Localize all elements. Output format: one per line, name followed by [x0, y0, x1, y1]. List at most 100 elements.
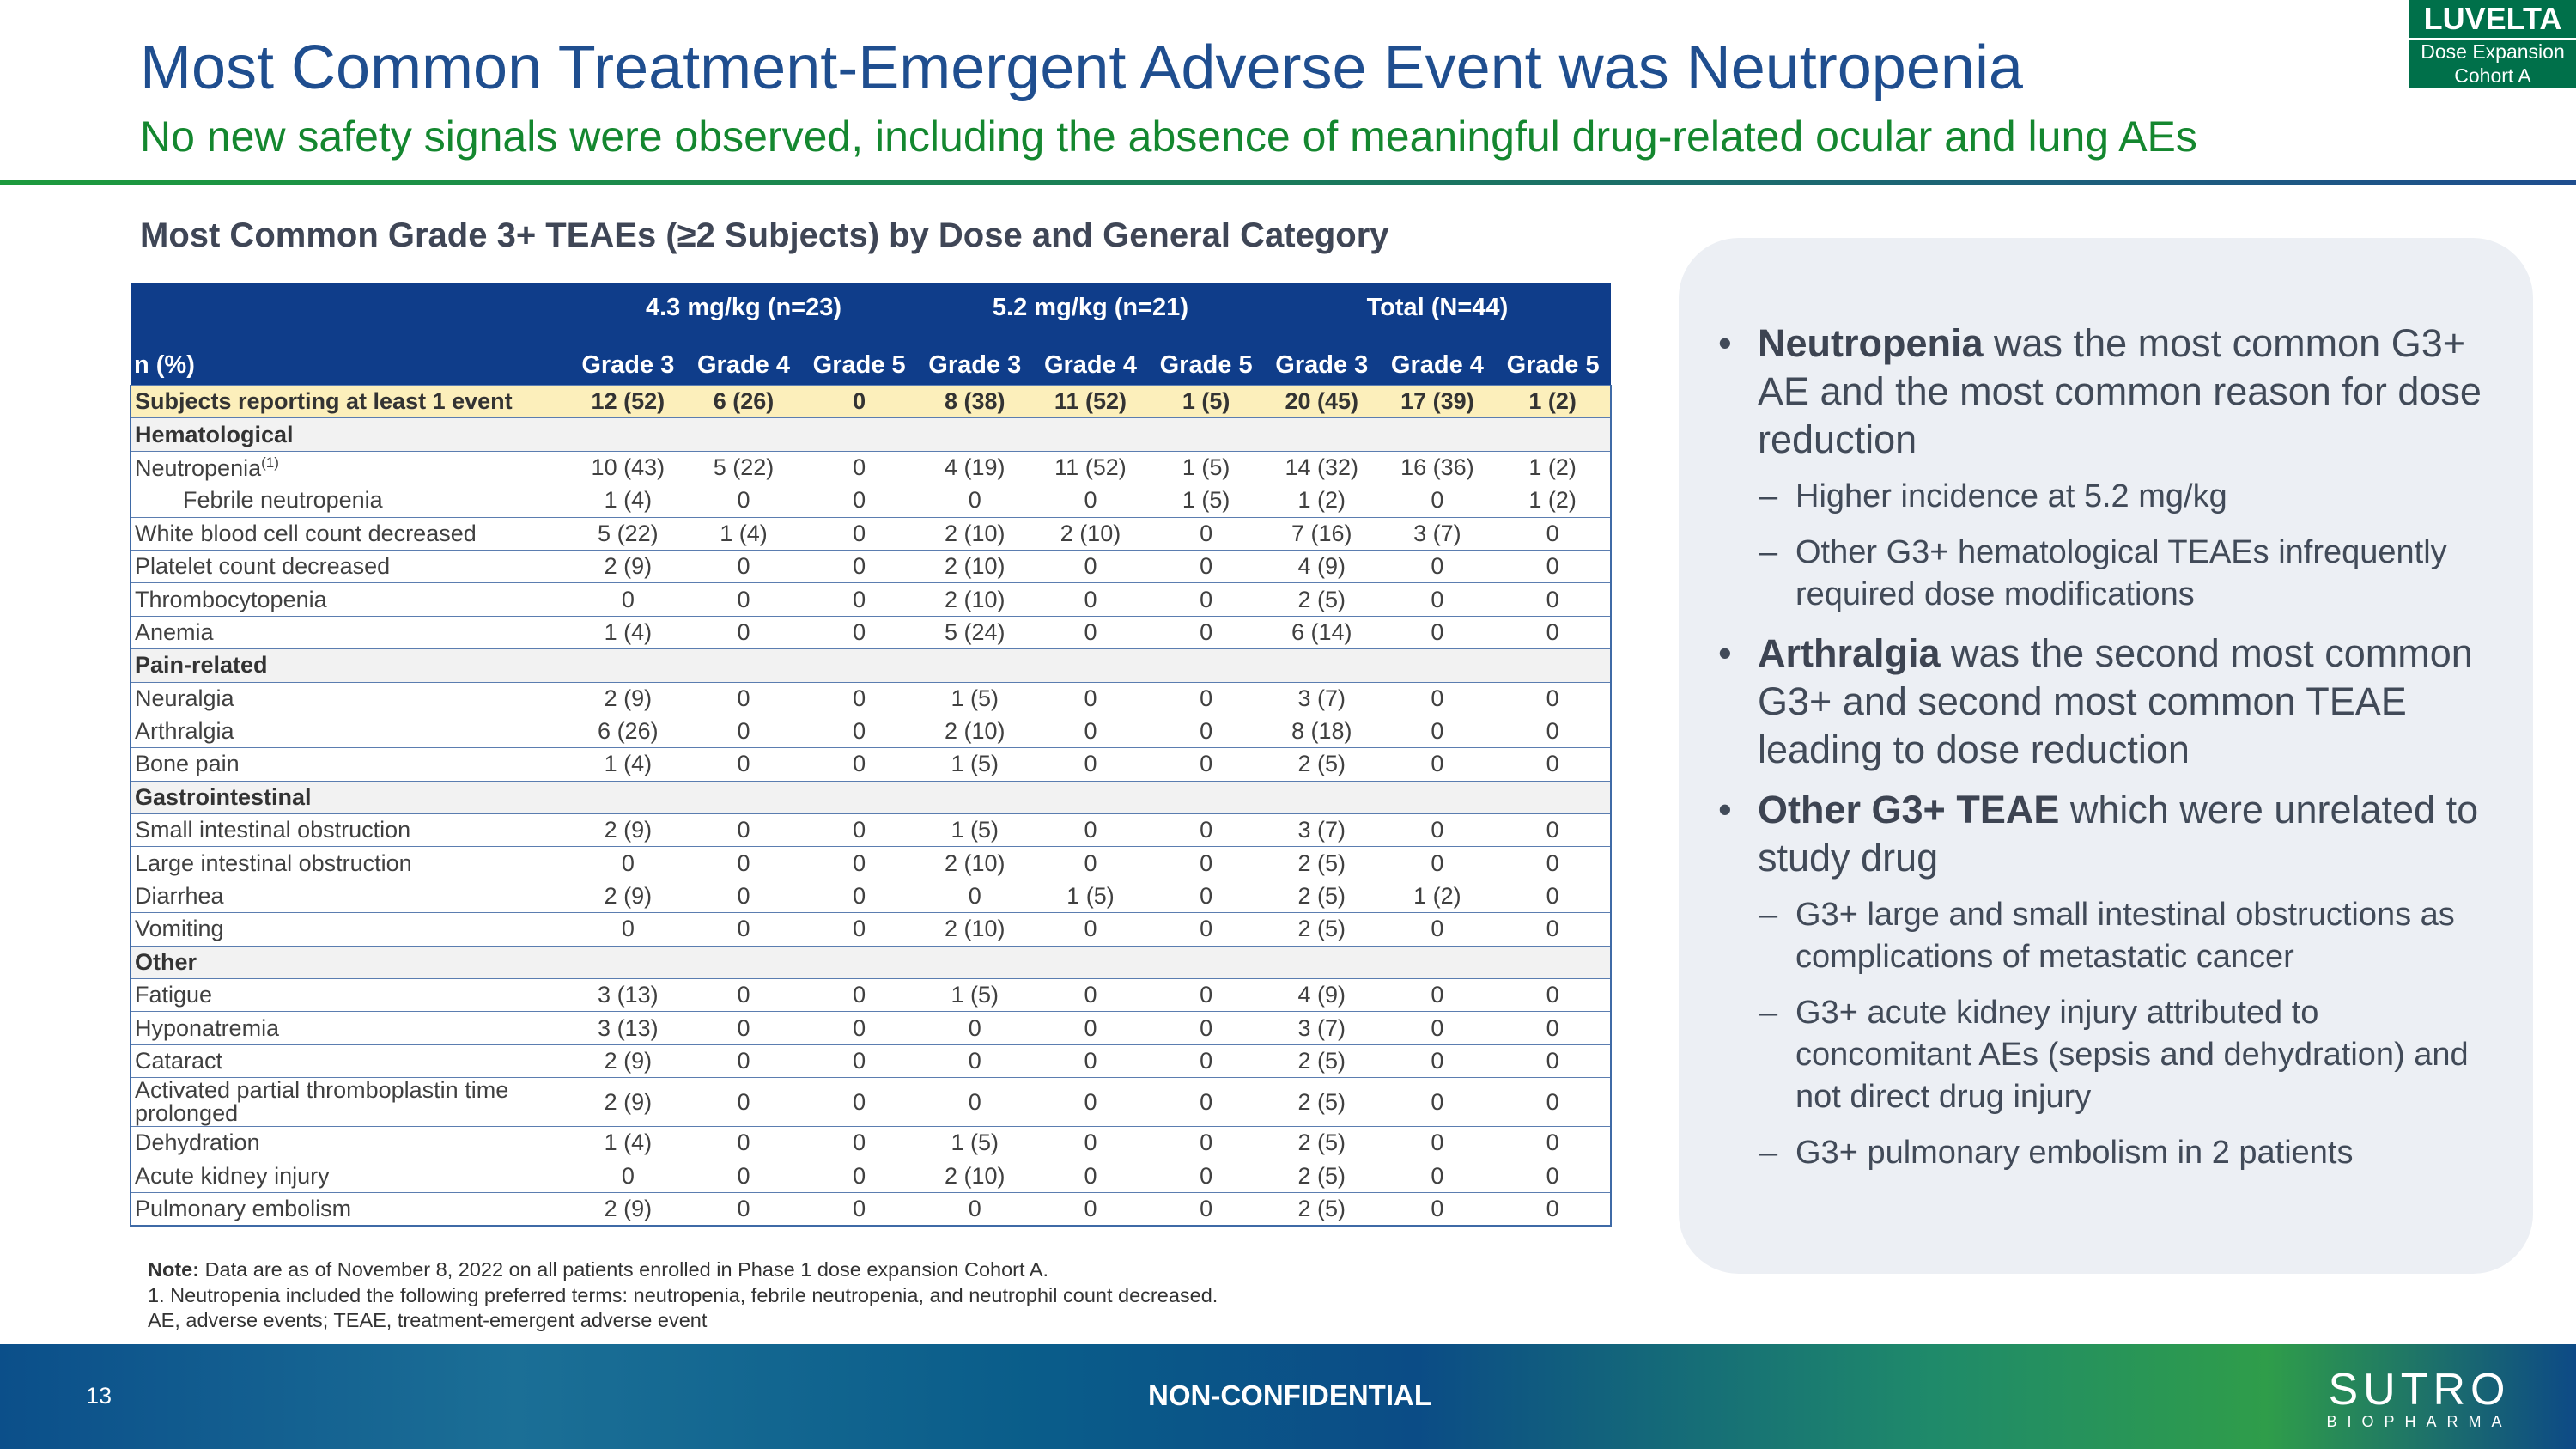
- note-line: AE, adverse events; TEAE, treatment-emer…: [148, 1309, 708, 1331]
- bullet-text: was the most common G3+ AE and the most …: [1758, 321, 2482, 461]
- cell: 0: [1148, 1011, 1264, 1045]
- cell: 1 (2): [1495, 384, 1611, 418]
- table-row: Platelet count decreased 2 (9) 0 0 2 (10) 0 0 4…: [131, 549, 1611, 583]
- cell: 0: [801, 450, 917, 484]
- cell: 0: [1148, 582, 1264, 617]
- row-label-text: Anemia: [135, 618, 214, 645]
- cell: 0: [801, 1044, 917, 1078]
- cell: 0: [685, 978, 802, 1012]
- cell: 0: [1379, 747, 1496, 782]
- cell: 0: [1032, 1011, 1149, 1045]
- cell: 0: [1495, 879, 1611, 913]
- cell: 0: [1379, 1077, 1496, 1127]
- cell: 0: [685, 1044, 802, 1078]
- cell: 0: [1379, 615, 1496, 649]
- row-label: Vomiting: [131, 912, 570, 947]
- cell: 12 (52): [570, 384, 686, 418]
- cell: 1 (4): [570, 484, 686, 518]
- badge-line: Cohort A: [2454, 64, 2531, 87]
- cell: 6 (14): [1263, 615, 1380, 649]
- cell: 1 (5): [916, 681, 1033, 715]
- bullet-text: which were unrelated to study drug: [1758, 788, 2479, 880]
- bullet: Arthralgia was the second most common G3…: [1718, 630, 2496, 774]
- cell: 3 (13): [570, 978, 686, 1012]
- cell: 0: [1495, 549, 1611, 583]
- cell: 0: [1032, 846, 1149, 880]
- cell: 3 (7): [1263, 681, 1380, 715]
- cell: 17 (39): [1379, 384, 1496, 418]
- category-label: Pain-related: [131, 648, 1611, 683]
- cell: 4 (9): [1263, 549, 1380, 583]
- table-row: Small intestinal obstruction 2 (9) 0 0 1 (5)…: [131, 813, 1611, 847]
- cell: 0: [801, 615, 917, 649]
- cell: 0: [1495, 1011, 1611, 1045]
- cell: 0: [685, 549, 802, 583]
- row-label-text: Neutropenia: [135, 454, 262, 481]
- cell: 0: [1495, 615, 1611, 649]
- cell: 0: [1032, 1077, 1149, 1127]
- row-label-text: Small intestinal obstruction: [135, 817, 411, 843]
- row-label-text: Acute kidney injury: [135, 1162, 330, 1189]
- cell: 0: [801, 549, 917, 583]
- cell: 0: [1495, 912, 1611, 947]
- cell: 0: [1495, 1191, 1611, 1227]
- cell: 2 (10): [916, 582, 1033, 617]
- cell: 0: [1495, 747, 1611, 782]
- table-row: Dehydration 1 (4) 0 0 1 (5) 0 0 2 (5) 0 0: [131, 1126, 1611, 1160]
- category-row: Gastrointestinal: [131, 780, 1611, 814]
- cell: 0: [1379, 1159, 1496, 1193]
- table-row: Subjects reporting at least 1 event 12 (5…: [131, 384, 1611, 418]
- cell: 0: [1032, 912, 1149, 947]
- cell: 0: [1148, 516, 1264, 551]
- cell: 1 (4): [570, 615, 686, 649]
- note-text: Data are as of November 8, 2022 on all p…: [204, 1258, 1048, 1281]
- cell: 0: [1148, 1159, 1264, 1193]
- cell: 0: [801, 747, 917, 782]
- table-row: Vomiting 0 0 0 2 (10) 0 0 2 (5) 0 0: [131, 912, 1611, 947]
- cell: 0: [685, 582, 802, 617]
- cell: 2 (10): [916, 912, 1033, 947]
- cell: 2 (5): [1263, 1044, 1380, 1078]
- cell: 0: [801, 879, 917, 913]
- cell: 0: [801, 516, 917, 551]
- cell: 0: [1032, 1159, 1149, 1193]
- table-title: Most Common Grade 3+ TEAEs (≥2 Subjects)…: [140, 216, 1389, 254]
- cell: 10 (43): [570, 450, 686, 484]
- cell: 2 (9): [570, 1191, 686, 1227]
- row-label: Small intestinal obstruction: [131, 813, 570, 847]
- cell: 0: [801, 484, 917, 518]
- column-header: Grade 4: [685, 333, 802, 386]
- cell: 0: [916, 1044, 1033, 1078]
- row-label: Anemia: [131, 615, 570, 649]
- sub-bullet: G3+ large and small intestinal obstructi…: [1759, 894, 2496, 978]
- row-label: Febrile neutropenia: [131, 484, 570, 518]
- badge-title: LUVELTA: [2409, 0, 2576, 40]
- cell: 0: [801, 846, 917, 880]
- cell: 5 (24): [916, 615, 1033, 649]
- title: Most Common Treatment-Emergent Adverse E…: [140, 33, 2023, 102]
- cell: 0: [801, 1126, 917, 1160]
- cell: 0: [801, 912, 917, 947]
- cell: 0: [801, 1191, 917, 1227]
- cell: 11 (52): [1032, 384, 1149, 418]
- cell: 3 (7): [1263, 813, 1380, 847]
- badge: LUVELTA Dose Expansion Cohort A: [2409, 0, 2576, 88]
- cell: 0: [1379, 1011, 1496, 1045]
- row-label-text: Neuralgia: [135, 685, 234, 711]
- cell: 4 (19): [916, 450, 1033, 484]
- column-header: Grade 4: [1032, 333, 1149, 386]
- sub-bullet: G3+ acute kidney injury attributed to co…: [1759, 992, 2496, 1118]
- note-lead: Note:: [148, 1258, 200, 1281]
- cell: 0: [685, 1077, 802, 1127]
- row-label-text: Cataract: [135, 1048, 223, 1074]
- cell: 0: [916, 1011, 1033, 1045]
- table-row: Hyponatremia 3 (13) 0 0 0 0 0 3 (7) 0 0: [131, 1011, 1611, 1045]
- table-row: Bone pain 1 (4) 0 0 1 (5) 0 0 2 (5) 0 0: [131, 747, 1611, 782]
- row-label: Large intestinal obstruction: [131, 846, 570, 880]
- cell: 0: [1032, 747, 1149, 782]
- cell: 0: [685, 747, 802, 782]
- cell: 0: [1032, 549, 1149, 583]
- cell: 0: [1148, 1126, 1264, 1160]
- table-row: Diarrhea 2 (9) 0 0 0 1 (5) 0 2 (5) 1 (2) 0: [131, 879, 1611, 913]
